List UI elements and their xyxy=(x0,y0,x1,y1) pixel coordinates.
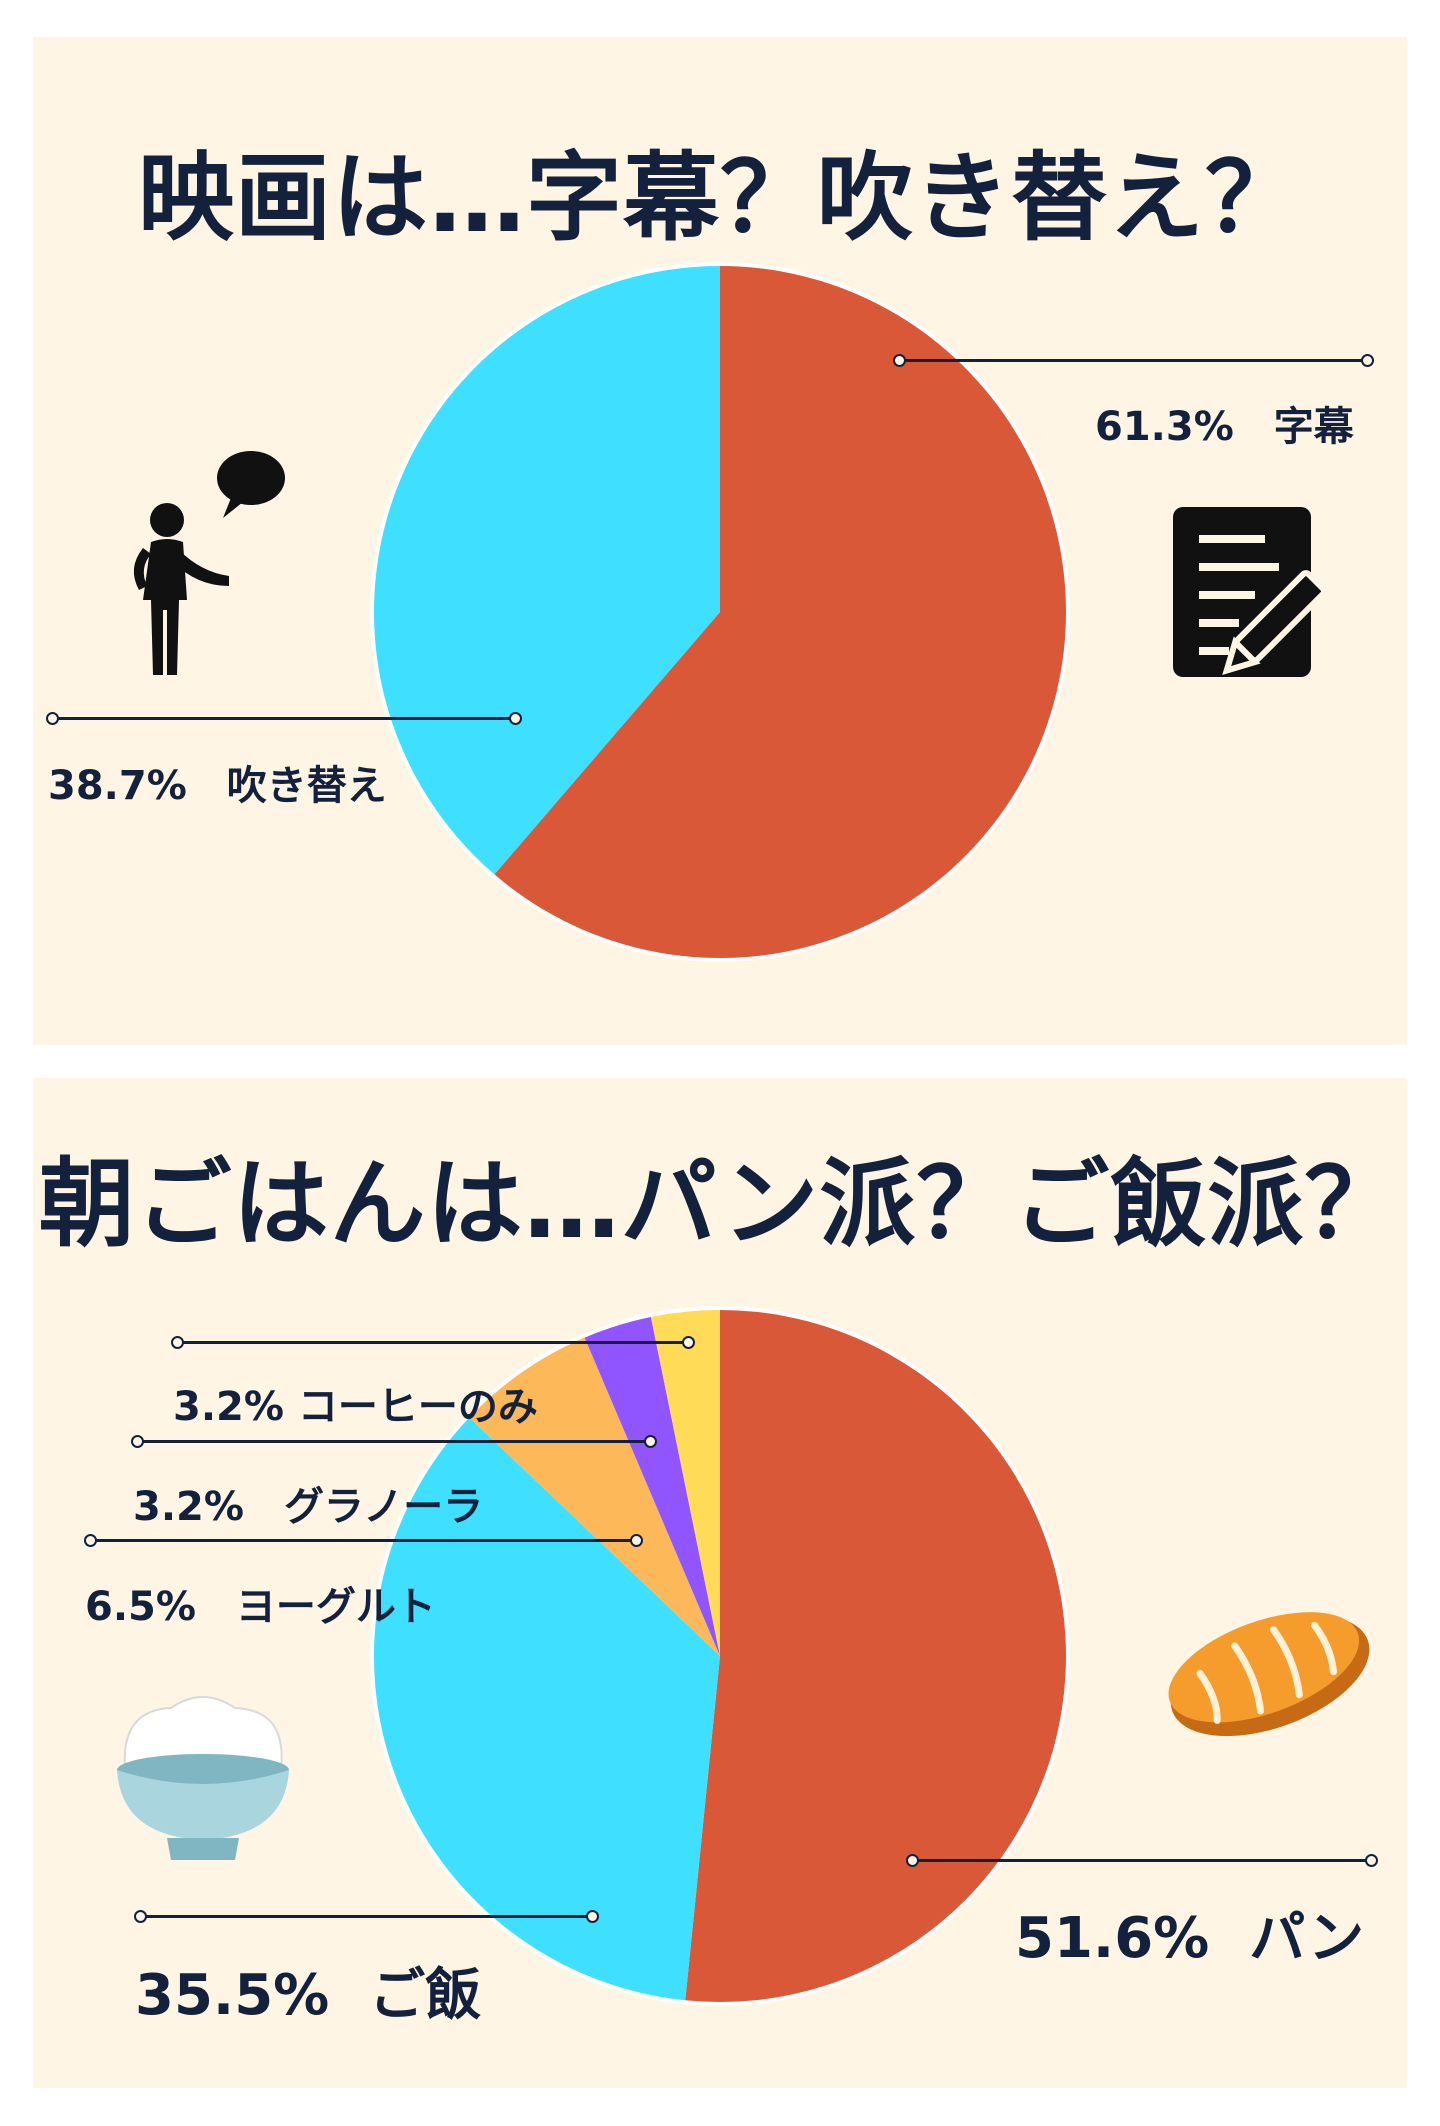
pie-chart-breakfast xyxy=(370,1306,1070,2006)
leader-line-rice xyxy=(134,1910,599,1923)
pie-slice-4 xyxy=(650,1310,720,1656)
chart-title: 朝ごはんは…パン派？ご飯派？ xyxy=(38,1148,1402,1260)
slice-name-dubbed: 吹き替え xyxy=(226,763,387,809)
slice-value-granola: 3.2% xyxy=(133,1484,244,1530)
slice-value-yogurt: 6.5% xyxy=(85,1584,196,1630)
slice-label-granola: 3.2% グラノーラ xyxy=(133,1474,483,1532)
slice-name-coffee: コーヒーのみ xyxy=(297,1384,538,1430)
pie-chart-movie xyxy=(370,262,1070,962)
slice-name-bread: パン xyxy=(1249,1906,1365,1971)
slice-value-dubbed: 38.7% xyxy=(48,763,187,809)
slice-label-rice: 35.5% ご飯 xyxy=(135,1950,481,2031)
slice-value-bread: 51.6% xyxy=(1015,1906,1210,1971)
speaking-person-icon xyxy=(133,451,285,675)
chart-title: 映画は…字幕？吹き替え？ xyxy=(138,142,1302,254)
document-pen-icon xyxy=(1173,507,1328,677)
slice-label-coffee: 3.2% コーヒーのみ xyxy=(173,1374,538,1432)
leader-line-dubbed xyxy=(46,712,522,725)
slice-name-granola: グラノーラ xyxy=(283,1484,484,1530)
pie-slice-3 xyxy=(584,1316,720,1656)
rice-bowl-icon xyxy=(117,1696,289,1860)
leader-line-bread xyxy=(906,1854,1378,1867)
slice-value-rice: 35.5% xyxy=(135,1963,330,2028)
bread-icon xyxy=(1168,1612,1370,1737)
leader-line-yogurt xyxy=(84,1534,643,1547)
leader-line-coffee xyxy=(171,1336,695,1349)
pie-slice-1 xyxy=(374,1417,720,2001)
slice-value-subtitles: 61.3% xyxy=(1095,404,1234,450)
leader-line-granola xyxy=(131,1435,657,1448)
slice-name-subtitles: 字幕 xyxy=(1273,404,1354,450)
pie-slice-1 xyxy=(374,266,720,875)
slice-name-rice: ご飯 xyxy=(369,1963,482,2028)
slice-value-coffee: 3.2% xyxy=(173,1384,284,1430)
chart-panel-movie: 映画は…字幕？吹き替え？ 61.3% 字幕 38.7% 吹き替え xyxy=(33,37,1407,1045)
slice-label-bread: 51.6% パン xyxy=(1015,1893,1364,1974)
slice-label-subtitles: 61.3% 字幕 xyxy=(1095,394,1354,452)
slice-label-yogurt: 6.5% ヨーグルト xyxy=(85,1574,436,1632)
pie-slice-2 xyxy=(469,1337,720,1656)
pie-slice-0 xyxy=(494,266,1066,958)
pie-slice-0 xyxy=(685,1310,1067,2002)
leader-line-subtitles xyxy=(893,354,1374,367)
slice-label-dubbed: 38.7% 吹き替え xyxy=(48,753,387,811)
chart-panel-breakfast: 朝ごはんは…パン派？ご飯派？ 3.2% コーヒーのみ 3.2% グラノーラ 6.5… xyxy=(33,1078,1407,2088)
slice-name-yogurt: ヨーグルト xyxy=(235,1584,436,1630)
